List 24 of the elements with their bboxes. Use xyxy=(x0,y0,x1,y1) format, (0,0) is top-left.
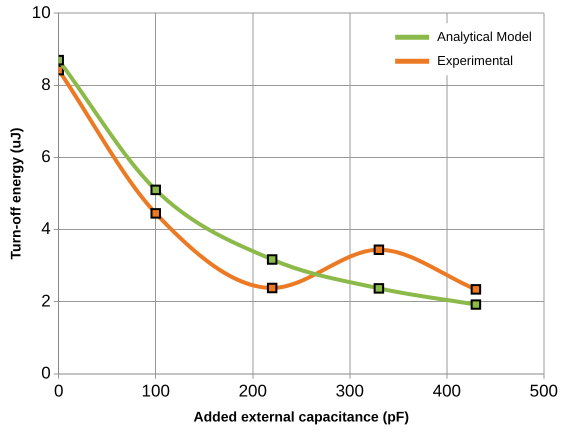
x-tick-label: 200 xyxy=(238,382,267,401)
point xyxy=(150,208,161,219)
x-tick-label: 0 xyxy=(54,382,64,401)
point xyxy=(470,299,482,310)
point xyxy=(266,282,278,294)
y-axis-title: Turn-off energy (uJ) xyxy=(7,128,24,260)
legend-label: Analytical Model xyxy=(437,28,532,44)
x-axis-title: Added external capacitance (pF) xyxy=(194,408,410,424)
x-tick-label: 500 xyxy=(530,382,558,401)
x-tick-label: 100 xyxy=(142,382,170,401)
point xyxy=(374,244,384,255)
legend-label: Experimental xyxy=(437,52,514,68)
y-tick-label: 4 xyxy=(41,219,51,238)
y-tick-label: 6 xyxy=(41,147,51,166)
y-tick-label: 10 xyxy=(32,2,51,22)
point xyxy=(150,184,161,196)
y-tick-label: 8 xyxy=(41,75,51,94)
x-tick-label: 300 xyxy=(336,382,364,401)
point xyxy=(374,283,384,294)
y-tick-label: 2 xyxy=(41,291,51,310)
y-tick-label: 0 xyxy=(41,363,51,382)
point xyxy=(266,254,278,265)
point xyxy=(470,284,482,295)
x-tick-label: 400 xyxy=(432,382,461,401)
